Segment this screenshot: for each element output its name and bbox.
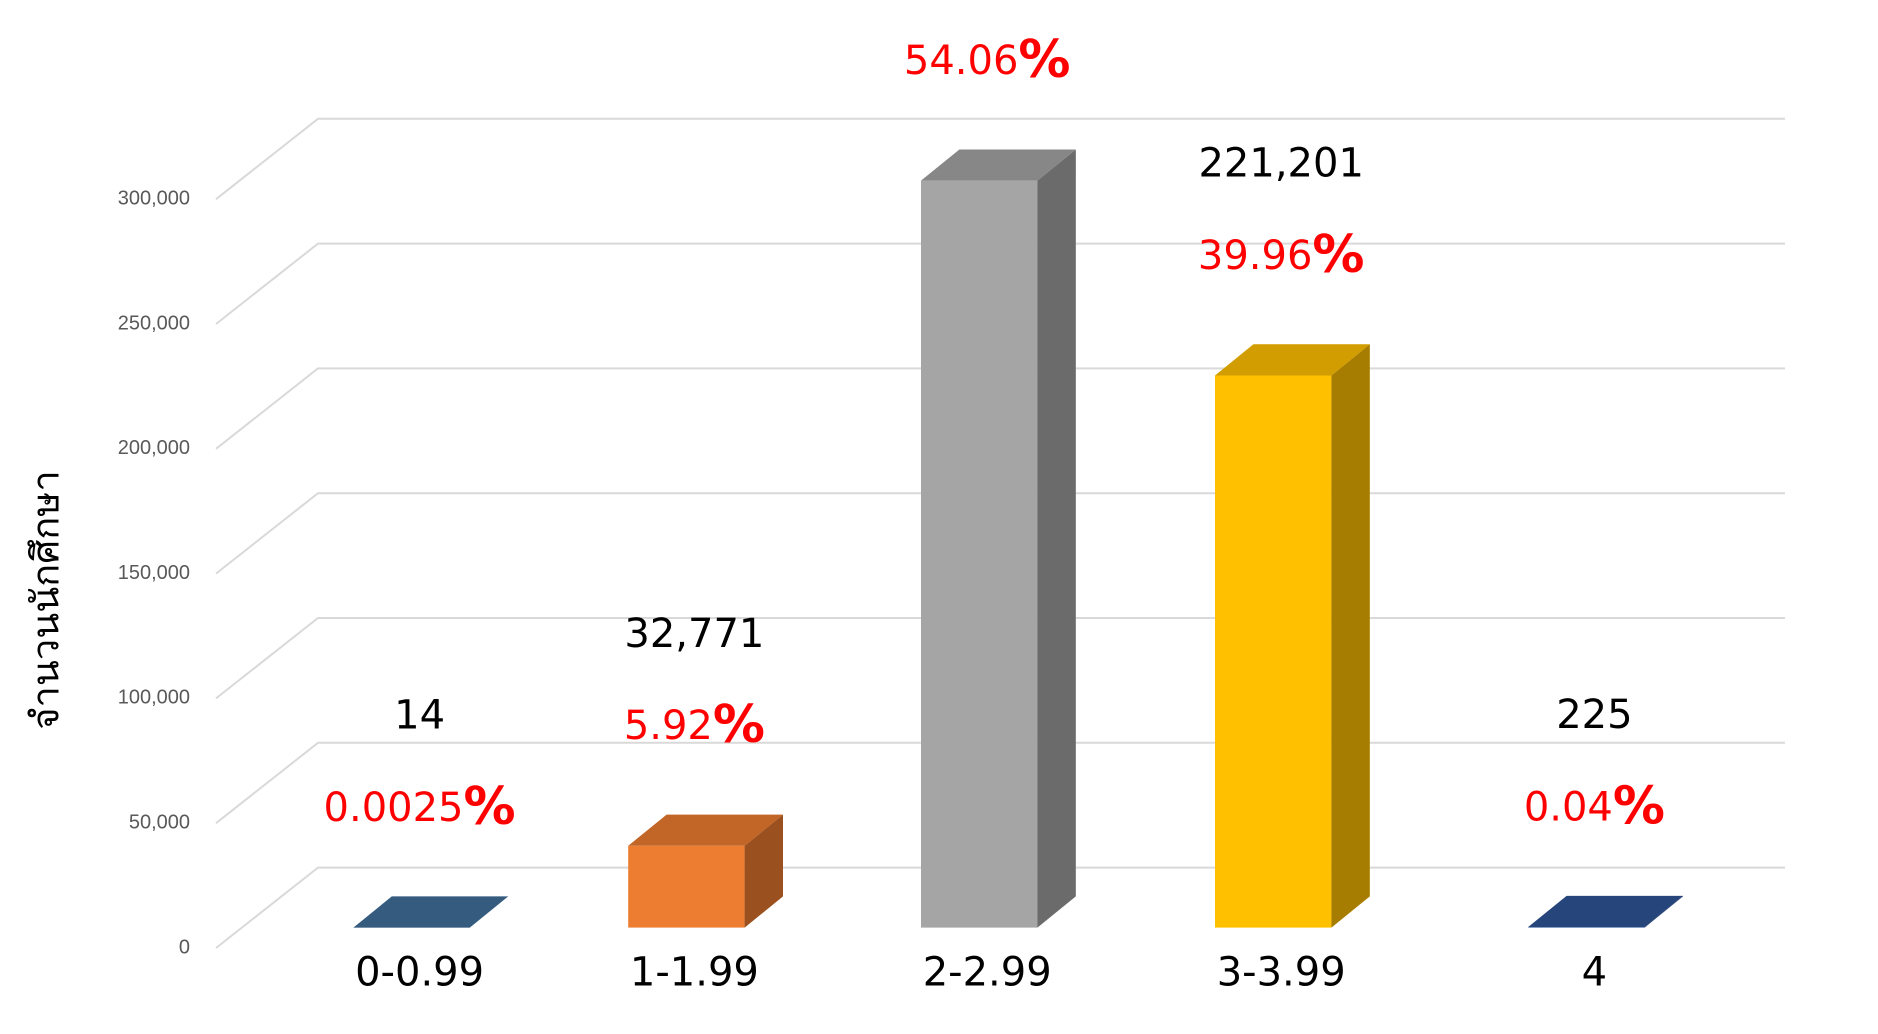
bar-top-shade	[628, 814, 783, 846]
bar-side-shade	[1037, 149, 1076, 928]
value-label: 14	[394, 693, 445, 739]
bar-front	[628, 845, 745, 928]
percent-label: 39.96%	[1198, 225, 1365, 285]
bar-side	[469, 896, 509, 928]
bar-front	[921, 180, 1038, 928]
grid-line	[215, 242, 1785, 325]
bar-top-shade	[921, 149, 1076, 181]
bar-top	[353, 896, 509, 928]
bar-side	[1037, 149, 1076, 928]
percent-label: 5.92%	[624, 695, 765, 755]
y-tick-label: 0	[179, 936, 190, 958]
bar-side	[1644, 895, 1683, 928]
y-tick-label: 100,000	[118, 687, 190, 709]
bar-side	[1331, 344, 1370, 928]
y-tick-label: 150,000	[118, 562, 190, 584]
bar-side-shade	[1644, 895, 1683, 928]
y-axis-label: จำนวนนักศึกษา	[24, 470, 68, 729]
percent-label: 0.0025%	[324, 777, 516, 837]
y-tick-label: 200,000	[118, 437, 190, 459]
x-tick-label: 2-2.99	[923, 949, 1052, 995]
percent-label: 54.06%	[904, 30, 1071, 90]
bar-top-shade	[353, 896, 509, 928]
x-tick-label: 1-1.99	[630, 949, 759, 995]
bar-side-shade	[1331, 344, 1370, 928]
bar-top	[921, 149, 1076, 181]
x-tick-label: 3-3.99	[1217, 949, 1346, 995]
bar-top	[628, 814, 783, 846]
y-tick-label: 50,000	[129, 811, 190, 833]
value-label: 32,771	[624, 611, 764, 657]
y-tick-label: 250,000	[118, 312, 190, 334]
bar-side-shade	[744, 814, 783, 928]
bar-top	[1528, 895, 1683, 928]
value-label: 225	[1556, 692, 1632, 738]
bar-side-shade	[469, 896, 509, 928]
x-tick-label: 4	[1582, 949, 1607, 995]
bar-front	[1215, 375, 1332, 928]
bar-top	[1215, 344, 1370, 376]
bar-front	[1528, 927, 1645, 928]
y-tick-label: 300,000	[118, 187, 190, 209]
percent-label: 0.04%	[1524, 776, 1665, 836]
bar-top-shade	[1528, 895, 1683, 928]
x-tick-label: 0-0.99	[355, 949, 484, 995]
grid-line	[215, 117, 1785, 200]
bar-side	[744, 814, 783, 928]
bar-top-shade	[1215, 344, 1370, 376]
value-label: 221,201	[1198, 140, 1363, 186]
